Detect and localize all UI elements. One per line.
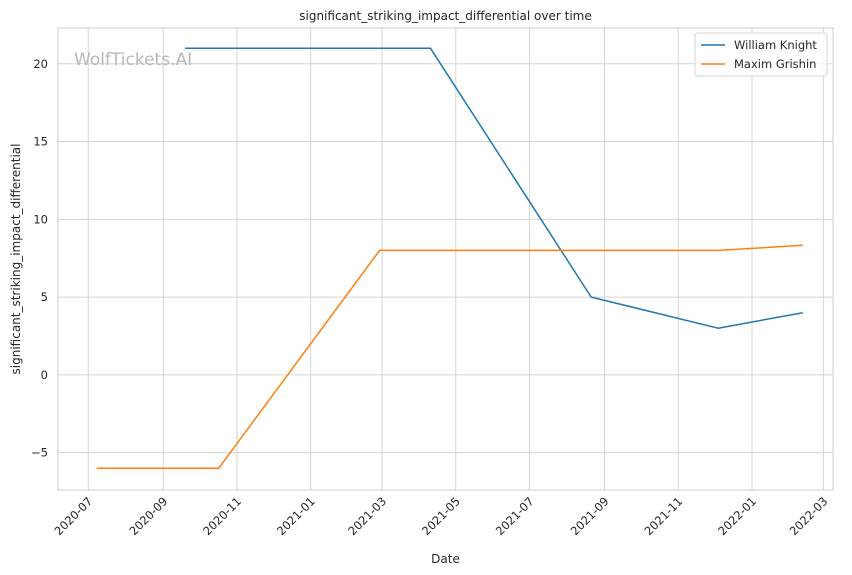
y-axis-ticks: −5 0 5 10 15 20 xyxy=(31,57,48,460)
y-tick-label: 20 xyxy=(33,57,48,71)
x-tick-label: 2021-05 xyxy=(419,494,463,538)
legend: William Knight Maxim Grishin xyxy=(694,32,828,77)
y-tick-label: −5 xyxy=(31,446,48,460)
y-tick-label: 10 xyxy=(33,212,48,226)
y-tick-label: 0 xyxy=(41,368,48,382)
x-tick-label: 2022-01 xyxy=(715,494,759,538)
data-point-maxim-grishin xyxy=(95,467,97,469)
grid-lines xyxy=(58,28,833,490)
x-tick-label: 2020-09 xyxy=(126,494,170,538)
chart-title: significant_striking_impact_differential… xyxy=(299,9,591,23)
legend-label-maxim-grishin: Maxim Grishin xyxy=(734,57,816,71)
legend-box xyxy=(694,32,828,77)
x-tick-label: 2022-03 xyxy=(787,494,831,538)
x-tick-label: 2020-07 xyxy=(51,494,95,538)
plot-frame xyxy=(57,27,834,491)
series-line-maxim-grishin xyxy=(96,244,803,469)
x-tick-label: 2021-03 xyxy=(345,494,389,538)
data-point-maxim-grishin xyxy=(378,249,380,251)
x-tick-label: 2021-01 xyxy=(274,494,318,538)
x-tick-label: 2021-07 xyxy=(493,494,537,538)
data-point-maxim-grishin xyxy=(218,467,220,469)
x-tick-label: 2020-11 xyxy=(200,494,244,538)
plot-background xyxy=(58,28,833,490)
series-line-william-knight xyxy=(185,47,803,329)
data-point-william-knight xyxy=(802,311,804,313)
data-point-william-knight xyxy=(717,327,719,329)
x-tick-label: 2021-11 xyxy=(641,494,685,538)
data-point-william-knight xyxy=(590,296,592,298)
legend-label-william-knight: William Knight xyxy=(734,38,817,52)
y-axis-title: significant_striking_impact_differential xyxy=(9,144,23,375)
y-tick-label: 15 xyxy=(33,135,48,149)
x-axis-title: Date xyxy=(431,552,460,566)
watermark: WolfTickets.AI xyxy=(74,50,192,70)
x-axis-ticks: 2020-07 2020-09 2020-11 2021-01 2021-03 2021-… xyxy=(51,494,830,538)
data-point-maxim-grishin xyxy=(717,249,719,251)
data-point-william-knight xyxy=(184,47,186,49)
x-tick-label: 2021-09 xyxy=(568,494,612,538)
series-layer xyxy=(95,47,804,469)
y-tick-label: 5 xyxy=(41,290,48,304)
data-point-william-knight xyxy=(429,47,431,49)
data-point-maxim-grishin xyxy=(802,244,804,246)
